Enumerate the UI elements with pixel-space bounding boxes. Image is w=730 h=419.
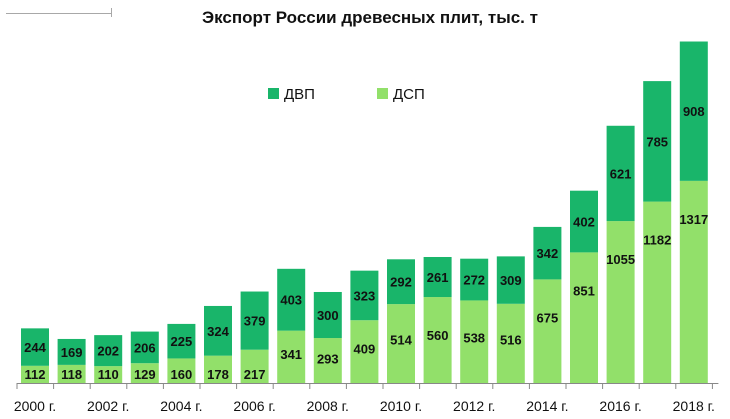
bar-dsp-17 [643,201,672,383]
label-dsp-12: 538 [463,331,485,346]
bar-dsp-0 [21,365,49,383]
label-dvp-8: 300 [317,308,339,323]
bar-dsp-15 [570,252,598,383]
bar-dsp-9 [350,320,379,383]
label-dsp-17: 1182 [643,233,671,248]
x-tick-label-2012-г.: 2012 г. [453,398,495,414]
bar-dsp-14 [533,279,562,383]
label-dvp-7: 403 [280,293,302,308]
label-dsp-2: 110 [98,367,119,382]
bar-dvp-5 [204,305,232,356]
label-dvp-17: 785 [646,134,668,149]
legend-label-1: ДСП [393,86,425,103]
x-axis: 2000 г. 2002 г. 2004 г. 2006 г. 2008 г. 2010 … [14,383,719,414]
label-dvp-5: 324 [207,324,229,339]
chart-title: Экспорт России древесных плит, тыс. т [202,8,538,27]
label-dvp-6: 379 [244,314,266,329]
legend: ДВП ДСП [268,86,425,103]
x-tick-label-2006-г.: 2006 г. [233,398,275,414]
legend-label-0: ДВП [284,86,315,103]
decorative-tick [111,8,112,17]
label-dsp-18: 1317 [679,212,708,227]
x-tick-label-2016-г.: 2016 г. [599,398,641,414]
label-dvp-9: 323 [354,288,376,303]
x-tick-label-2018-г.: 2018 г. [673,398,715,414]
label-dsp-13: 516 [500,332,522,347]
bar-dvp-14 [533,226,562,280]
label-dsp-7: 341 [280,347,302,362]
label-dsp-3: 129 [134,367,156,382]
label-dvp-10: 292 [390,275,412,290]
bar-dvp-16 [606,125,635,222]
legend-swatch-1 [377,88,388,99]
bar-dsp-18 [679,180,708,383]
bar-dvp-17 [643,81,672,202]
bar-dsp-6 [240,349,269,383]
bar-dsp-4 [167,358,196,383]
label-dsp-16: 1055 [606,252,635,267]
bar-dvp-11 [423,256,452,298]
x-tick-label-2008-г.: 2008 г. [307,398,349,414]
label-dsp-14: 675 [537,310,559,325]
bar-dsp-13 [496,303,525,383]
bar-dvp-18 [679,41,708,181]
bar-dvp-6 [240,291,269,350]
bar-dsp-1 [57,364,86,383]
label-dsp-6: 217 [244,367,266,382]
bar-dsp-3 [130,363,159,383]
bar-dsp-16 [606,221,635,383]
x-tick-label-2002-г.: 2002 г. [87,398,129,414]
label-dvp-2: 202 [97,344,119,359]
bar-dvp-0 [21,328,49,366]
bar-dvp-2 [94,335,123,367]
bar-dvp-7 [277,268,306,331]
bar-dvp-12 [460,258,489,301]
bar-dvp-4 [167,323,196,359]
bar-dsp-7 [277,330,306,383]
label-dvp-12: 272 [463,273,485,288]
label-dvp-18: 908 [683,104,705,119]
label-dvp-11: 261 [427,270,449,285]
label-dsp-10: 514 [390,333,412,348]
x-tick-label-2004-г.: 2004 г. [160,398,202,414]
label-dsp-8: 293 [317,351,339,366]
bar-dsp-5 [204,355,232,383]
label-dsp-9: 409 [354,341,376,356]
label-dsp-11: 560 [427,328,449,343]
label-dsp-5: 178 [207,367,229,382]
legend-swatch-0 [268,88,279,99]
bar-dvp-10 [387,259,415,305]
bar-dvp-1 [57,338,86,365]
label-dsp-15: 851 [573,283,595,298]
label-dvp-1: 169 [61,345,83,360]
label-dvp-15: 402 [573,215,595,230]
bars [21,41,708,383]
decorative-line [6,13,112,14]
label-dvp-0: 244 [24,340,46,355]
bar-dsp-10 [387,304,415,383]
label-dvp-14: 342 [537,246,559,261]
bar-dvp-9 [350,270,379,321]
bar-dvp-13 [496,256,525,304]
label-dsp-4: 160 [171,367,193,382]
label-dvp-3: 206 [134,340,156,355]
bar-dvp-8 [313,291,342,339]
bar-dsp-8 [313,338,342,383]
bar-dsp-11 [423,297,452,383]
bar-dvp-15 [570,190,598,253]
label-dsp-0: 112 [25,367,46,382]
x-tick-label-2010-г.: 2010 г. [380,398,422,414]
bar-dsp-2 [94,366,123,383]
bar-dsp-12 [460,300,489,383]
label-dvp-13: 309 [500,273,522,288]
x-tick-label-2000-г.: 2000 г. [14,398,56,414]
data-labels: 112 244 118 169 110 202 129 206 160 225 178 324 217 3… [24,104,708,382]
label-dvp-4: 225 [171,334,193,349]
bar-dvp-3 [130,331,159,364]
x-tick-label-2014-г.: 2014 г. [526,398,568,414]
label-dvp-16: 621 [610,166,632,181]
label-dsp-1: 118 [61,367,82,382]
